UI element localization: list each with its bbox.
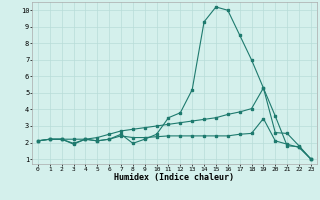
X-axis label: Humidex (Indice chaleur): Humidex (Indice chaleur) bbox=[115, 173, 234, 182]
